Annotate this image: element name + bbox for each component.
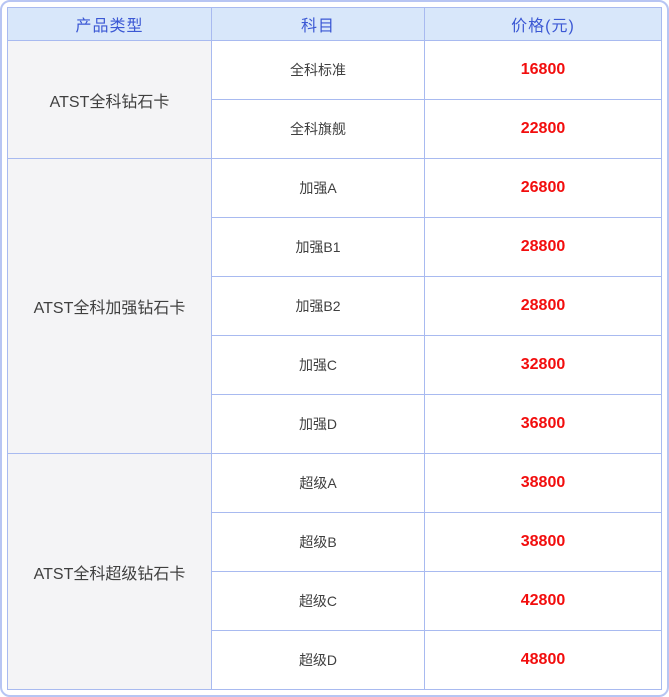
price-cell: 26800 [424, 158, 662, 218]
subject-cell: 加强C [211, 335, 425, 395]
header-price: 价格(元) [424, 7, 662, 41]
subject-cell: 超级C [211, 571, 425, 631]
table-row: 超级D 48800 [8, 630, 662, 690]
subject-cell: 超级D [211, 630, 425, 690]
table-row: 全科旗舰 22800 [8, 99, 662, 159]
product-type-cell: ATST全科加强钻石卡 [7, 158, 212, 454]
price-cell: 22800 [424, 99, 662, 159]
price-cell: 48800 [424, 630, 662, 690]
header-row: 产品类型 科目 价格(元) [7, 7, 662, 41]
subject-cell: 全科旗舰 [211, 99, 425, 159]
product-type-cell: ATST全科超级钻石卡 [7, 453, 212, 690]
header-product-type: 产品类型 [7, 7, 212, 41]
subject-cell: 全科标准 [211, 40, 425, 100]
table-row: ATST全科超级钻石卡 超级A 38800 [7, 453, 662, 690]
price-cell: 42800 [424, 571, 662, 631]
table-row: 加强C 32800 [8, 335, 662, 395]
table-row: 超级B 38800 [8, 512, 662, 572]
subject-cell: 超级A [211, 453, 425, 513]
subject-cell: 加强B1 [211, 217, 425, 277]
subject-cell: 加强A [211, 158, 425, 218]
table-body: ATST全科钻石卡 全科标准 16800 全科旗舰 22800 ATST全科加强钻石卡 加强… [7, 40, 662, 690]
subject-cell: 加强D [211, 394, 425, 454]
table-row: 加强D 36800 [8, 394, 662, 454]
price-cell: 36800 [424, 394, 662, 454]
table-row: ATST全科加强钻石卡 加强A 26800 [7, 158, 662, 454]
table-row: 加强B1 28800 [8, 217, 662, 277]
price-cell: 28800 [424, 217, 662, 277]
subject-cell: 超级B [211, 512, 425, 572]
table-row: 加强B2 28800 [8, 276, 662, 336]
price-cell: 38800 [424, 512, 662, 572]
header-subject: 科目 [211, 7, 425, 41]
subject-cell: 加强B2 [211, 276, 425, 336]
price-cell: 38800 [424, 453, 662, 513]
price-cell: 16800 [424, 40, 662, 100]
product-type-cell: ATST全科钻石卡 [7, 40, 212, 159]
table-row: ATST全科钻石卡 全科标准 16800 [7, 40, 662, 159]
pricing-table: 产品类型 科目 价格(元) ATST全科钻石卡 全科标准 16800 全科旗舰 2280… [7, 7, 662, 690]
table-row: 超级C 42800 [8, 571, 662, 631]
price-cell: 28800 [424, 276, 662, 336]
price-cell: 32800 [424, 335, 662, 395]
